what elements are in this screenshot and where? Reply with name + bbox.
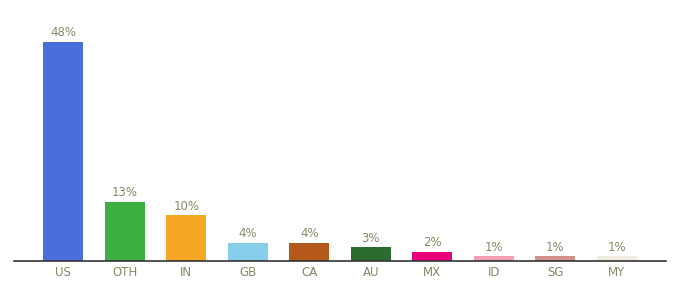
Bar [228, 243, 268, 261]
Bar [351, 247, 391, 261]
Bar [597, 256, 636, 261]
Text: 2%: 2% [423, 236, 441, 249]
Bar [535, 256, 575, 261]
Text: 48%: 48% [50, 26, 76, 40]
Text: 1%: 1% [546, 241, 564, 254]
Text: 4%: 4% [239, 227, 257, 240]
Text: 10%: 10% [173, 200, 199, 213]
Text: 1%: 1% [607, 241, 626, 254]
Text: 3%: 3% [362, 232, 380, 244]
Bar [289, 243, 329, 261]
Bar [167, 215, 206, 261]
Text: 1%: 1% [484, 241, 503, 254]
Bar [474, 256, 513, 261]
Bar [105, 202, 145, 261]
Bar [412, 252, 452, 261]
Text: 13%: 13% [112, 186, 138, 199]
Text: 4%: 4% [300, 227, 318, 240]
Bar [44, 42, 83, 261]
